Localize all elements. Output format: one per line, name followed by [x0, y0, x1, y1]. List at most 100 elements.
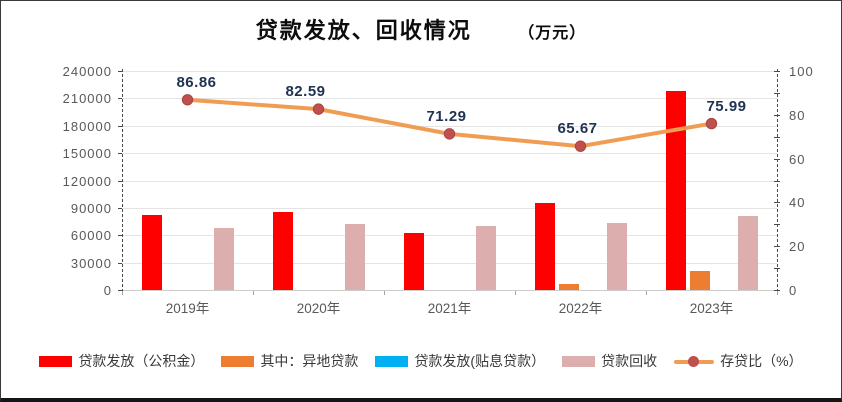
legend-item-loan-issued: 贷款发放（公积金） [39, 351, 204, 371]
y-axis-tick-label-left: 150000 [62, 146, 112, 162]
bar-loan-recovered [737, 216, 758, 290]
right-axis-tick [774, 290, 780, 291]
left-axis-line [122, 69, 123, 292]
legend-label: 贷款发放(贴息贷款） [414, 353, 546, 369]
ratio-marker [312, 103, 325, 115]
gridline [122, 153, 777, 155]
legend-item-deposit-loan-ratio: 存贷比（%） [674, 351, 803, 371]
x-axis-boundary-tick [777, 291, 778, 295]
right-axis-tick [774, 202, 780, 204]
legend-item-nonlocal-loan: 其中：异地贷款 [221, 351, 358, 371]
bar-loan-recovered [475, 225, 496, 290]
ratio-data-label: 71.29 [426, 107, 467, 125]
legend-swatch-icon [221, 355, 255, 367]
left-axis-tick [118, 71, 122, 72]
right-axis-tick [774, 71, 780, 72]
legend-label: 贷款发放（公积金） [78, 353, 205, 369]
legend-item-discount-loan: 贷款发放(贴息贷款） [375, 351, 545, 371]
x-axis-line [122, 290, 777, 291]
legend-item-loan-recovered: 贷款回收 [562, 351, 657, 371]
bar-nonlocal-loan [558, 283, 579, 290]
gridline [122, 98, 777, 100]
y-axis-tick-label-left: 30000 [70, 255, 112, 271]
bar-loan-issued [665, 91, 686, 290]
ratio-marker [443, 128, 456, 140]
right-axis-tick [774, 224, 780, 226]
bar-loan-recovered [606, 223, 627, 290]
legend-line-dot [688, 355, 700, 367]
bar-loan-issued [272, 212, 293, 290]
left-axis-tick [118, 235, 122, 237]
legend-label: 其中：异地贷款 [260, 353, 359, 369]
ratio-marker [705, 117, 718, 130]
left-axis-tick [118, 207, 122, 209]
bar-loan-issued [141, 215, 162, 290]
left-axis-tick [118, 262, 122, 264]
right-axis-tick [774, 268, 780, 270]
ratio-data-label: 82.59 [285, 83, 326, 101]
right-axis-tick [774, 114, 780, 116]
right-axis-tick [774, 92, 780, 94]
x-axis-tick-label: 2022年 [558, 301, 603, 316]
ratio-marker [181, 94, 194, 106]
legend-swatch-icon [375, 355, 409, 367]
legend-label: 贷款回收 [601, 353, 658, 369]
x-axis-tick-label: 2021年 [427, 301, 472, 316]
left-axis-tick [118, 98, 122, 100]
ratio-line [181, 94, 718, 152]
ratio-marker [574, 140, 587, 152]
y-axis-tick-label-left: 120000 [62, 173, 112, 189]
y-axis-tick-label-right: 100 [789, 64, 814, 79]
ratio-data-label: 86.86 [176, 73, 217, 91]
gridline [122, 262, 777, 264]
gridline [122, 207, 777, 209]
y-axis-tick-label-left: 180000 [62, 118, 112, 134]
y-axis-tick-label-left: 60000 [70, 228, 112, 244]
right-axis-tick [774, 180, 780, 182]
y-axis-tick-label-left: 0 [103, 283, 112, 298]
chart-unit-label: （万元） [518, 25, 587, 42]
bar-loan-recovered [213, 227, 234, 290]
bar-loan-recovered [344, 224, 365, 290]
y-axis-tick-label-right: 20 [789, 239, 806, 255]
x-axis-boundary-tick [384, 291, 385, 295]
left-axis-tick [118, 153, 122, 155]
x-axis-boundary-tick [515, 291, 516, 295]
legend-swatch-icon [39, 355, 73, 367]
ratio-data-label: 65.67 [557, 120, 598, 138]
chart-title-text: 贷款发放、回收情况 [255, 18, 472, 43]
y-axis-tick-label-left: 240000 [62, 64, 112, 79]
x-axis-boundary-tick [122, 291, 123, 295]
right-axis-tick [774, 246, 780, 248]
right-axis-tick [774, 158, 780, 160]
left-axis-tick [118, 125, 122, 127]
y-axis-tick-label-right: 0 [789, 283, 798, 298]
gridline [122, 125, 777, 127]
gridline [122, 235, 777, 237]
x-axis-boundary-tick [646, 291, 647, 295]
y-axis-tick-label-left: 210000 [62, 91, 112, 107]
bar-loan-issued [534, 203, 555, 290]
ratio-data-label: 75.99 [706, 97, 747, 115]
bar-loan-issued [403, 233, 424, 290]
y-axis-tick-label-right: 80 [789, 107, 806, 123]
y-axis-tick-label-left: 90000 [70, 200, 112, 216]
y-axis-tick-label-right: 60 [789, 151, 806, 167]
legend-swatch-icon [562, 355, 596, 367]
x-axis-tick-label: 2020年 [296, 301, 341, 316]
x-axis-tick-label: 2019年 [165, 301, 210, 316]
y-axis-tick-label-right: 40 [789, 195, 806, 211]
left-axis-tick [118, 290, 122, 291]
right-axis-tick [774, 136, 780, 138]
x-axis-boundary-tick [253, 291, 254, 295]
gridline [122, 180, 777, 182]
left-axis-tick [118, 180, 122, 182]
x-axis-tick-label: 2023年 [689, 301, 734, 316]
chart-legend: 贷款发放（公积金） 其中：异地贷款 贷款发放(贴息贷款） 贷款回收 存贷比（%） [1, 351, 841, 371]
gridline [122, 71, 777, 72]
chart-title: 贷款发放、回收情况 （万元） [1, 13, 841, 45]
legend-line-marker-icon [674, 355, 715, 367]
bar-nonlocal-loan [689, 270, 710, 290]
legend-label: 存贷比（%） [720, 353, 803, 369]
